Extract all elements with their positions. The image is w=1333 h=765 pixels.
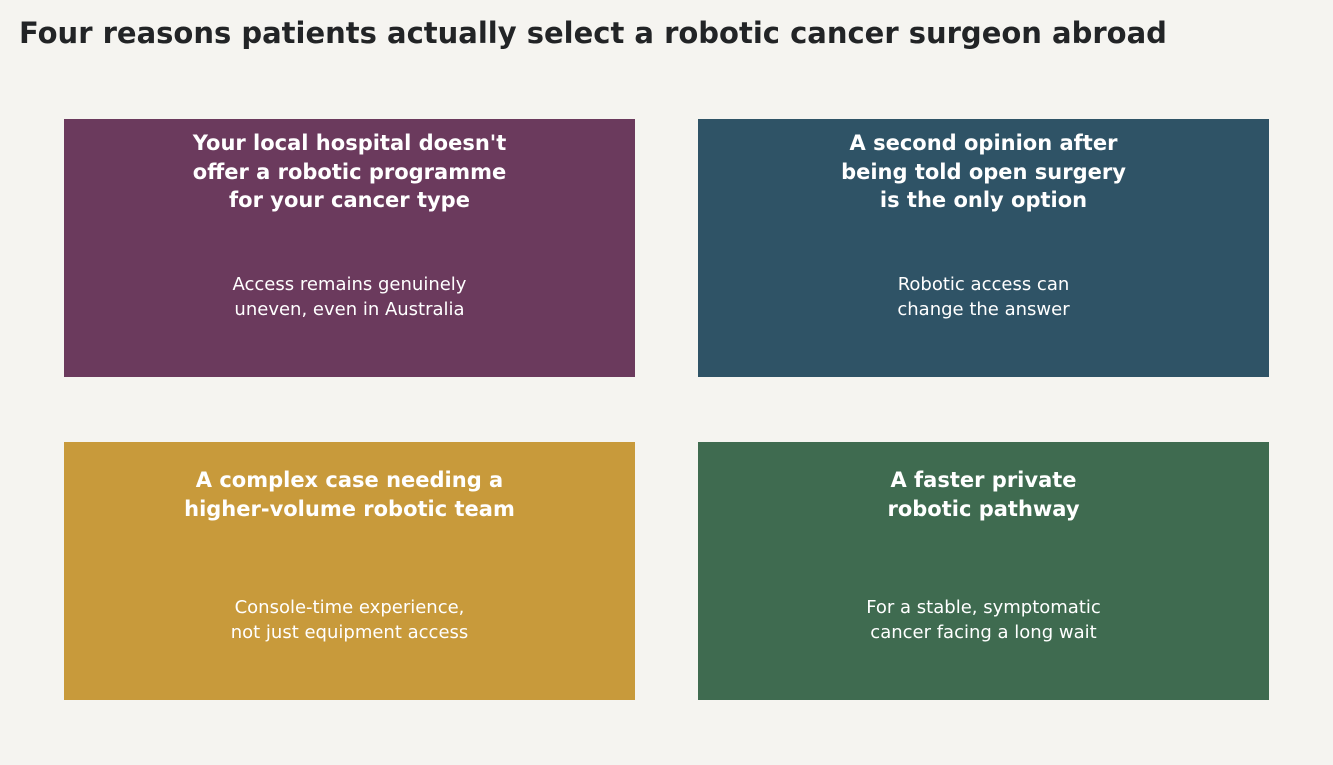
reason-card-local-hospital: Your local hospital doesn't offer a robo…: [64, 119, 635, 377]
reason-card-subtext: Console-time experience, not just equipm…: [230, 597, 469, 643]
reason-card-heading: A complex case needing a higher-volume r…: [184, 468, 515, 521]
reason-card-faster-pathway: A faster private robotic pathway For a s…: [698, 442, 1269, 700]
page-title: Four reasons patients actually select a …: [19, 16, 1167, 50]
reason-card-complex-case: A complex case needing a higher-volume r…: [64, 442, 635, 700]
reason-card-subtext: Access remains genuinely uneven, even in…: [232, 274, 467, 320]
reason-card-heading: A second opinion after being told open s…: [841, 131, 1126, 212]
reason-card-heading: A faster private robotic pathway: [887, 468, 1080, 521]
reason-card-subtext: For a stable, symptomatic cancer facing …: [866, 597, 1101, 643]
reason-card-subtext: Robotic access can change the answer: [897, 274, 1070, 320]
reason-card-heading: Your local hospital doesn't offer a robo…: [192, 131, 507, 212]
reason-card-second-opinion: A second opinion after being told open s…: [698, 119, 1269, 377]
